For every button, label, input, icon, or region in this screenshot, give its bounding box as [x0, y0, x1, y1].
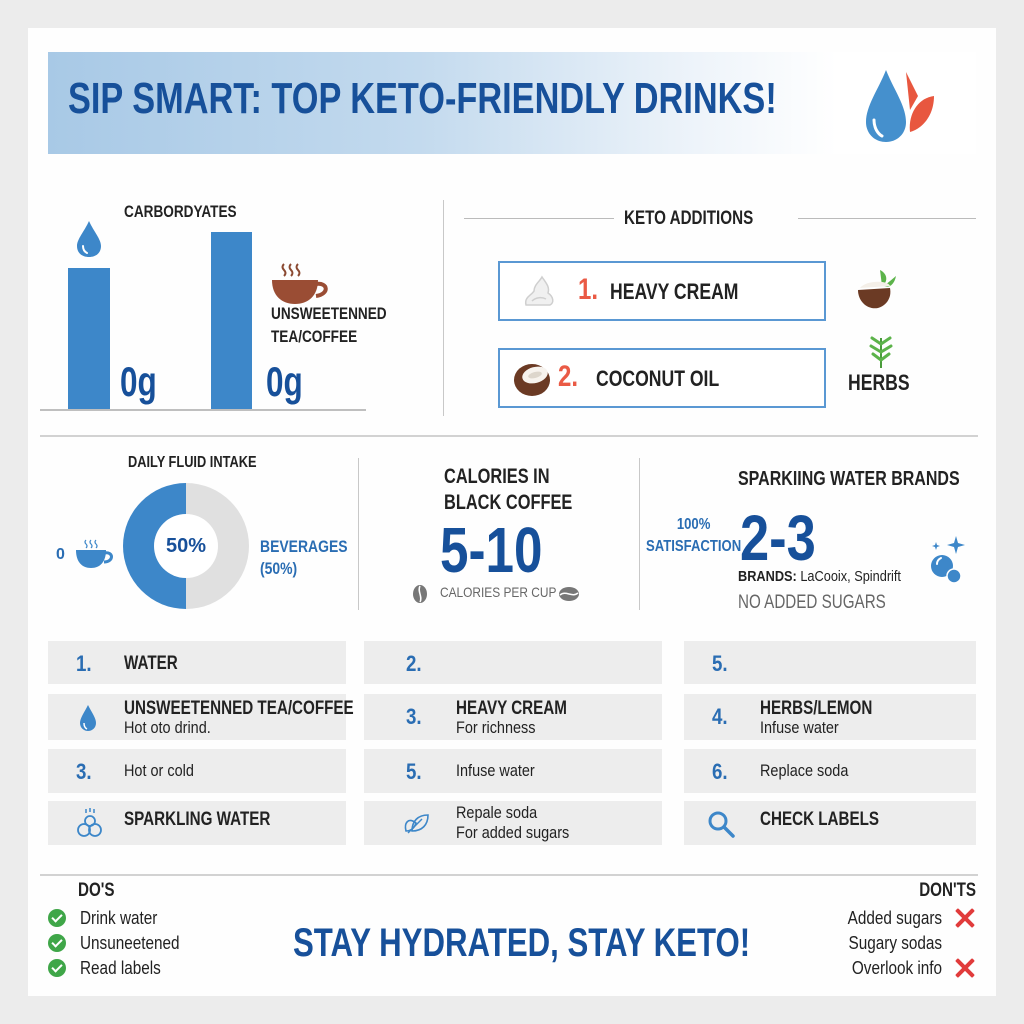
keto-item-label: COCONUT OIL — [596, 366, 720, 391]
donut-center: 50% — [154, 514, 218, 578]
keto-item-number: 1. — [578, 273, 599, 306]
carbs-title: CARBORDYATES — [124, 202, 237, 221]
header-banner: SIP SMART: TOP KETO-FRIENDLY DRINKS! — [48, 52, 976, 154]
coconut-leaf-icon — [858, 270, 896, 309]
fluid-donut-chart: 50% — [123, 483, 249, 609]
keto-additions-title: KETO ADDITIONS — [624, 208, 754, 229]
cup-icon — [76, 539, 113, 568]
no-added-sugars-label: NO ADDED SUGARS — [738, 592, 886, 613]
list-item: 6. Replace soda — [684, 749, 976, 793]
check-icon — [48, 959, 66, 977]
list-item: 2. — [364, 641, 662, 684]
dont-item: Sugary sodas — [848, 932, 942, 953]
bubbles-sparkle-icon — [931, 536, 965, 584]
slogan: STAY HYDRATED, STAY KETO! — [293, 921, 751, 965]
sparkling-brands-title: SPARKIING WATER BRANDS — [738, 468, 960, 490]
section-divider — [40, 435, 978, 437]
coffee-bean-icon — [413, 585, 427, 603]
page-title: SIP SMART: TOP KETO-FRIENDLY DRINKS! — [68, 74, 777, 123]
dos-title: DO'S — [78, 880, 115, 901]
herb-sprig-icon — [869, 336, 893, 368]
do-item: Drink water — [48, 906, 171, 930]
list-item: UNSWEETENNED TEA/COFFEE Hot oto drind. — [48, 694, 354, 740]
carb-bar-water — [68, 268, 110, 409]
brands-list: BRANDS: LaCooix, Spindrift — [738, 568, 901, 585]
x-icon — [954, 957, 976, 979]
whipped-cream-icon — [524, 275, 554, 306]
carb-bar-tea-coffee — [211, 232, 252, 409]
list-item: Repale soda For added sugars — [364, 801, 662, 845]
water-drop-icon — [77, 221, 101, 257]
coffee-calories-value: 5-10 — [440, 514, 543, 586]
check-icon — [48, 909, 66, 927]
do-item: Unsuneetened — [48, 931, 197, 955]
list-item: 4. HERBS/LEMON Infuse water — [684, 694, 976, 740]
leaf-icon — [404, 814, 429, 834]
divider — [798, 218, 976, 219]
infographic-card: SIP SMART: TOP KETO-FRIENDLY DRINKS! CAR… — [28, 28, 996, 996]
footer-divider — [40, 874, 978, 876]
x-icon — [954, 907, 976, 929]
dont-item: Overlook info — [836, 956, 976, 980]
cup-zero-label: 0 — [56, 546, 65, 563]
beverages-label: BEVERAGES (50%) — [260, 537, 348, 578]
keto-item-heavy-cream: 1. HEAVY CREAM — [498, 261, 826, 321]
carb-value-water: 0g — [120, 358, 157, 405]
divider — [443, 200, 444, 416]
list-item: 5. Infuse water — [364, 749, 662, 793]
divider — [464, 218, 614, 219]
search-icon — [708, 811, 735, 838]
bubbles-icon — [77, 808, 102, 837]
coffee-calories-title: CALORIES IN BLACK COFFEE — [444, 465, 573, 514]
donut-center-value: 50% — [165, 535, 207, 557]
keto-item-label: HEAVY CREAM — [610, 279, 739, 304]
coconut-icon — [514, 364, 550, 396]
satisfaction-label: 100% SATISFACTION — [646, 516, 742, 555]
tea-coffee-label: UNSWEETENNED TEA/COFFEE — [271, 304, 387, 346]
list-item: 3. HEAVY CREAM For richness — [364, 694, 662, 740]
list-item: CHECK LABELS — [684, 801, 976, 845]
divider — [639, 458, 640, 610]
sparkling-brands-value: 2-3 — [740, 502, 816, 574]
keto-item-number: 2. — [558, 360, 579, 393]
water-drop-leaf-icon — [866, 70, 934, 142]
coffee-cup-icon — [272, 263, 328, 304]
fluid-intake-title: DAILY FLUID INTAKE — [128, 454, 257, 471]
calories-per-cup-label: CALORIES PER CUP — [440, 584, 557, 600]
donts-title: DON'TS — [919, 880, 976, 901]
keto-item-coconut-oil: 2. COCONUT OIL — [498, 348, 826, 408]
check-icon — [48, 934, 66, 952]
carb-value-tea-coffee: 0g — [266, 358, 303, 405]
divider — [358, 458, 359, 610]
coffee-bean-icon — [559, 587, 579, 601]
water-drop-icon — [80, 705, 96, 731]
chart-baseline — [40, 409, 366, 411]
list-item: 3. Hot or cold — [48, 749, 346, 793]
herbs-label: HERBS — [848, 370, 910, 395]
list-item: 1. WATER — [48, 641, 346, 684]
dont-item: Added sugars — [831, 906, 976, 930]
do-item: Read labels — [48, 956, 175, 980]
list-item: SPARKLING WATER — [48, 801, 346, 845]
list-item: 5. — [684, 641, 976, 684]
